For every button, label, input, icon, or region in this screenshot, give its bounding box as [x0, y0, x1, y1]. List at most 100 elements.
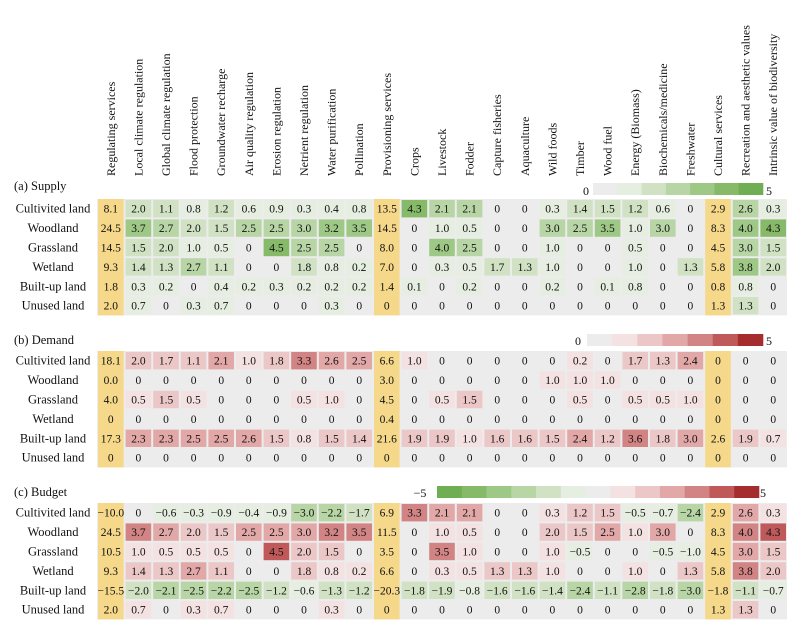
heatmap-cell: [291, 219, 317, 237]
cell-value: 0: [329, 375, 335, 387]
cell-value: −1.0: [680, 547, 701, 559]
heatmap-cell: [512, 562, 538, 580]
cell-value: 0: [688, 301, 694, 313]
cell-value: 3.2: [324, 223, 339, 235]
cell-value: 1.5: [462, 395, 477, 407]
cell-value: 0: [412, 527, 418, 539]
cell-value: 0: [163, 301, 169, 313]
cell-value: 0: [550, 301, 556, 313]
panel-background: [97, 199, 787, 316]
cell-value: 0: [660, 453, 666, 465]
heatmap-cell: [318, 238, 345, 257]
cell-value: 0.3: [324, 605, 339, 617]
heatmap-cell: [594, 429, 621, 447]
cell-value: 1.0: [573, 375, 588, 387]
heatmap-cell: [456, 562, 483, 580]
cell-value: 0: [605, 414, 611, 426]
cell-value: 0: [577, 414, 583, 426]
heatmap-cell: [650, 352, 676, 370]
cell-value: 0: [384, 301, 390, 313]
heatmap-cell: [346, 277, 372, 295]
heatmap-cell: [650, 581, 676, 599]
heatmap-cell: [208, 562, 234, 580]
cell-value: 0.3: [766, 204, 781, 216]
heatmap-cell: [456, 277, 483, 295]
cell-value: 0: [439, 605, 445, 617]
cell-value: 0: [191, 453, 197, 465]
cell-value: 1.4: [352, 433, 367, 445]
cell-value: 1.5: [324, 547, 339, 559]
heatmap-cell: [180, 238, 207, 257]
cell-value: 14.5: [377, 223, 397, 235]
heatmap-cell: [456, 542, 483, 561]
cell-value: 2.1: [462, 204, 477, 216]
cell-value: 0.1: [600, 281, 615, 293]
cell-value: 0.0: [104, 375, 119, 387]
cell-value: 0: [577, 453, 583, 465]
heatmap-cell: [567, 371, 593, 389]
column-label-energy-biomass: Energy (Biomass): [628, 89, 642, 176]
cell-value: 2.6: [242, 433, 257, 445]
legend-swatch: [560, 486, 586, 498]
cell-value: 0.2: [352, 566, 367, 578]
cell-value: 0.2: [352, 281, 367, 293]
heatmap-cell: [291, 429, 317, 447]
legend-swatch: [610, 486, 636, 498]
cell-value: 0: [577, 262, 583, 274]
cell-value: 0: [412, 395, 418, 407]
legend-swatch: [637, 334, 663, 346]
cell-value: 6.9: [380, 508, 395, 520]
column-label-erosion-regulation: Erosion regulation: [269, 87, 283, 176]
heatmap-cell: [677, 504, 704, 522]
heatmap-cell: [291, 581, 317, 599]
cell-value: 1.0: [628, 566, 643, 578]
legend-max-label: 5: [766, 334, 772, 348]
cell-value: 0.4: [380, 414, 395, 426]
heatmap-cell: [180, 542, 207, 561]
cell-value: 2.6: [711, 433, 726, 445]
heatmap-cell: [263, 200, 290, 218]
heatmap-cell: [677, 562, 704, 580]
cell-value: −1.8: [708, 585, 729, 597]
cell-value: 2.1: [435, 204, 450, 216]
cell-value: 0: [522, 508, 528, 520]
heatmap-cell: [180, 601, 207, 619]
cell-value: 0: [356, 395, 362, 407]
cell-value: 1.2: [573, 508, 588, 520]
heatmap-cell: [622, 504, 648, 522]
heatmap-cell: [732, 562, 759, 580]
heatmap-cell: [622, 390, 648, 409]
cell-value: 0.3: [131, 281, 146, 293]
cell-value: 0: [743, 414, 749, 426]
heatmap-cell: [732, 297, 759, 315]
heatmap-cell: [291, 352, 317, 370]
cell-value: 1.5: [545, 433, 560, 445]
panel-c-budget: (c) Budget −5 5 Cultivited land −10.0 0 −0.6 −0…: [14, 485, 787, 620]
cell-value: 0: [246, 262, 252, 274]
cell-value: 1.3: [518, 262, 533, 274]
row-label-unused-land: Unused land: [22, 603, 86, 617]
heatmap-cell: [650, 504, 676, 522]
legend-swatch: [437, 486, 463, 498]
cell-value: 2.5: [462, 243, 477, 255]
cell-value: 1.3: [518, 566, 533, 578]
heatmap-cell: [180, 581, 207, 599]
cell-value: 1.3: [711, 301, 726, 313]
cell-value: 2.5: [324, 243, 339, 255]
cell-value: 1.4: [573, 204, 588, 216]
cell-value: 3.5: [380, 547, 395, 559]
cell-value: 0: [743, 395, 749, 407]
cell-value: 2.7: [186, 566, 201, 578]
cell-value: 0.8: [324, 566, 339, 578]
cell-value: 0: [660, 262, 666, 274]
cell-value: 9.3: [104, 566, 119, 578]
heatmap-cell: [236, 523, 262, 541]
cell-value: 0: [218, 395, 224, 407]
cell-value: 1.1: [214, 566, 229, 578]
cell-value: 0: [605, 605, 611, 617]
cell-value: 0.3: [269, 281, 284, 293]
cell-value: 5.8: [711, 262, 726, 274]
column-label-provisioning-services: Provisioning services: [380, 73, 394, 176]
cell-value: 1.0: [435, 223, 450, 235]
heatmap-cell: [401, 200, 428, 218]
